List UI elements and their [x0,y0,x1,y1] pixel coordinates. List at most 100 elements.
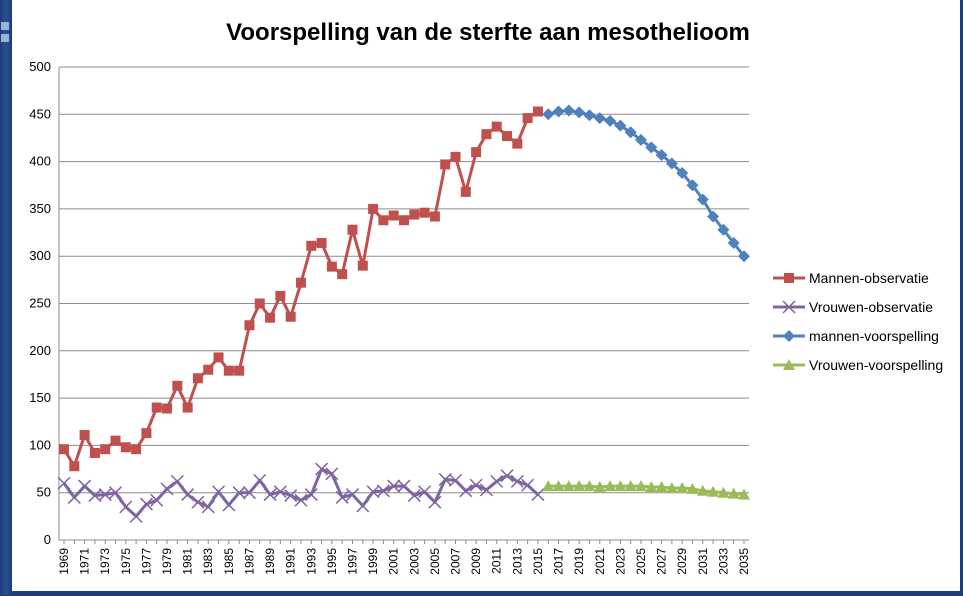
data-point [315,462,329,476]
x-tick-label: 2025 [634,548,648,575]
data-point [481,129,492,140]
x-tick-label: 1995 [325,548,339,575]
data-point [665,157,678,170]
series-vrouwen-observatie [57,462,545,523]
data-point-stroke [222,498,236,512]
data-point [479,483,493,497]
data-point [634,480,647,492]
data-point [139,497,153,511]
x-tick-label: 2015 [531,548,545,575]
x-tick-label: 2027 [655,548,669,575]
data-point [676,166,689,179]
legend-label: Vrouwen-observatie [809,299,933,315]
data-point-stroke [253,473,267,487]
window-control-icon[interactable] [1,22,9,30]
data-point [141,428,152,439]
data-point [583,480,596,492]
data-point-stroke [315,462,329,476]
legend-entry: Vrouwen-voorspelling [773,357,943,373]
x-tick-label: 2029 [675,548,689,575]
data-point [717,486,730,498]
data-point [273,485,287,499]
data-point [368,203,379,214]
series-line [547,109,746,258]
x-tick-label: 2017 [552,548,566,575]
data-point-stroke [387,479,401,493]
data-point-stroke [181,488,195,502]
data-point [203,364,214,375]
data-point-stroke [376,484,390,498]
data-point [450,151,461,162]
data-point-stroke [531,488,545,502]
data-point-stroke [150,493,164,507]
data-point [738,250,750,263]
x-tick-label: 1991 [284,548,298,575]
data-point [223,365,234,376]
data-point-stroke [284,489,298,503]
data-point [89,447,100,458]
data-point [108,486,123,500]
data-point [399,215,409,226]
data-point [129,509,143,523]
chart: Voorspelling van de sterfte aan mesothel… [29,19,943,575]
data-point-stroke [88,489,102,503]
data-point [624,126,637,139]
data-point [192,373,203,384]
data-point [316,237,327,248]
data-point-stroke [438,472,452,486]
data-point [213,352,224,363]
x-tick-label: 2011 [490,548,504,574]
data-point [542,108,555,121]
chart-title: Voorspelling van de sterfte aan mesothel… [226,19,750,46]
data-point-stroke [500,469,514,483]
data-point [419,207,430,218]
data-point [471,147,482,158]
data-point-stroke [273,485,287,499]
data-point [707,210,720,223]
data-point-stroke [325,467,339,481]
x-tick-label: 1973 [98,548,112,575]
data-point [645,481,658,493]
data-point [614,119,627,132]
data-point [418,485,432,499]
x-tick-label: 1975 [119,548,133,575]
data-point [162,403,173,414]
data-point [57,476,71,490]
data-point [593,481,606,493]
x-tick-label: 2001 [387,548,401,575]
x-tick-label: 2019 [572,548,586,575]
data-point [448,473,463,487]
data-point [522,113,533,124]
x-tick-label: 1977 [139,548,153,575]
data-point [727,487,740,499]
y-axis-ticks: 0 50 100 150 200 250 300 350 400 450 500 [29,59,51,547]
data-point [242,486,256,500]
legend: Mannen-observatie Vrouwen-observatie manne… [773,270,943,373]
y-tick-label: 500 [29,59,51,74]
data-point [665,481,678,493]
data-point-stroke [98,488,112,502]
data-point [191,495,205,509]
data-point [325,467,339,481]
y-tick-label: 150 [29,390,51,405]
data-point [429,211,440,222]
data-point [459,484,473,498]
data-point-stroke [459,484,473,498]
data-point-stroke [397,479,411,493]
data-point-stroke [366,485,380,499]
legend-entry: mannen-voorspelling [773,328,939,344]
data-point [335,490,349,504]
data-point [542,480,555,492]
data-point-stroke [304,488,318,502]
data-point [469,478,483,492]
window-control-icon[interactable] [1,34,9,42]
data-point-stroke [108,486,123,500]
data-point [593,112,606,125]
x-tick-label: 1987 [242,548,256,575]
data-point [409,209,420,220]
data-point-stroke [119,500,133,514]
x-tick-label: 2035 [737,548,751,575]
data-point [304,488,318,502]
y-tick-label: 100 [29,437,51,452]
data-point [782,300,796,314]
